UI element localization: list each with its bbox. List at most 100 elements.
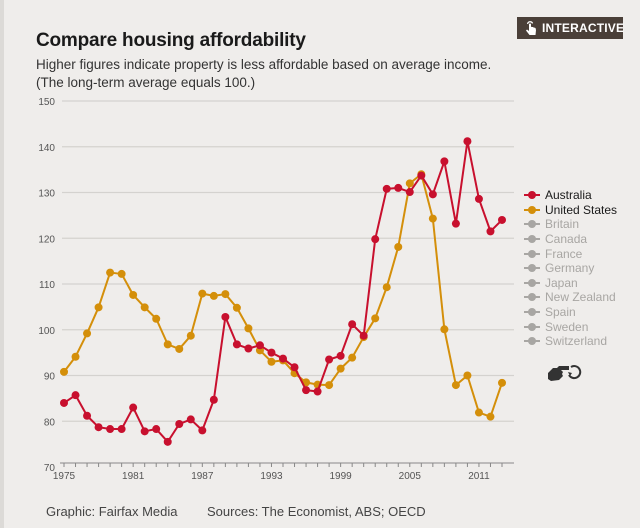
australia-point-1977[interactable]: [83, 411, 92, 420]
australia-point-1996[interactable]: [302, 386, 311, 395]
australia-point-1988[interactable]: [209, 395, 218, 404]
legend-item-united-states[interactable]: United States: [524, 203, 617, 218]
australia-point-1975[interactable]: [60, 398, 68, 407]
legend-item-canada[interactable]: Canada: [524, 232, 617, 247]
y-tick-label: 130: [38, 189, 55, 200]
united-states-point-1976[interactable]: [71, 352, 80, 361]
legend: Australia United States Britain Canada Franc…: [524, 188, 617, 349]
legend-item-britain[interactable]: Britain: [524, 217, 617, 232]
y-tick-label: 120: [38, 234, 55, 245]
legend-label: Canada: [545, 232, 588, 247]
interactive-badge[interactable]: INTERACTIVE: [517, 17, 624, 39]
united-states-point-2003[interactable]: [382, 283, 391, 292]
legend-item-germany[interactable]: Germany: [524, 261, 617, 276]
united-states-point-2010[interactable]: [463, 371, 472, 380]
united-states-point-1999[interactable]: [336, 364, 345, 373]
australia-point-1980[interactable]: [117, 425, 126, 434]
australia-point-1981[interactable]: [129, 403, 138, 412]
australia-point-1983[interactable]: [152, 425, 161, 434]
legend-marker-icon: [524, 278, 540, 287]
pointing-hand-reset-icon[interactable]: [547, 362, 587, 384]
australia-point-1985[interactable]: [175, 419, 184, 428]
united-states-point-1982[interactable]: [140, 303, 149, 312]
united-states-point-1981[interactable]: [129, 290, 138, 299]
united-states-point-1984[interactable]: [163, 340, 172, 349]
united-states-point-1991[interactable]: [244, 324, 253, 333]
x-tick-label: 2011: [468, 471, 490, 482]
australia-point-2005[interactable]: [405, 188, 414, 197]
australia-point-2010[interactable]: [463, 137, 472, 146]
united-states-point-2009[interactable]: [451, 381, 460, 390]
legend-item-australia[interactable]: Australia: [524, 188, 617, 203]
australia-point-1987[interactable]: [198, 426, 207, 435]
united-states-point-1985[interactable]: [175, 344, 184, 353]
legend-item-sweden[interactable]: Sweden: [524, 319, 617, 334]
y-tick-label: 140: [38, 143, 55, 154]
legend-label: Spain: [545, 305, 576, 320]
australia-point-2002[interactable]: [371, 235, 380, 244]
united-states-point-2000[interactable]: [348, 353, 357, 362]
united-states-point-1983[interactable]: [152, 314, 161, 323]
united-states-point-2002[interactable]: [371, 314, 380, 323]
australia-point-1978[interactable]: [94, 423, 103, 432]
legend-marker-icon: [524, 264, 540, 273]
australia-point-1999[interactable]: [336, 351, 345, 360]
australia-point-2007[interactable]: [428, 190, 437, 199]
australia-point-2000[interactable]: [348, 320, 357, 329]
australia-point-1982[interactable]: [140, 427, 149, 436]
australia-point-1989[interactable]: [221, 312, 230, 321]
legend-item-spain[interactable]: Spain: [524, 305, 617, 320]
united-states-point-1990[interactable]: [232, 303, 241, 312]
legend-item-japan[interactable]: Japan: [524, 276, 617, 291]
united-states-point-2013[interactable]: [498, 378, 506, 387]
australia-point-1993[interactable]: [267, 348, 276, 357]
united-states-point-2005[interactable]: [405, 179, 414, 188]
australia-point-2011[interactable]: [474, 194, 483, 203]
united-states-point-1988[interactable]: [209, 291, 218, 300]
united-states-point-1978[interactable]: [94, 303, 103, 312]
australia-point-2006[interactable]: [417, 171, 426, 180]
australia-point-1979[interactable]: [106, 425, 115, 434]
y-tick-label: 150: [38, 97, 55, 108]
legend-item-france[interactable]: France: [524, 246, 617, 261]
australia-point-2004[interactable]: [394, 183, 403, 192]
united-states-point-1979[interactable]: [106, 268, 115, 277]
legend-item-switzerland[interactable]: Switzerland: [524, 334, 617, 349]
united-states-point-2012[interactable]: [486, 412, 495, 421]
united-states-point-1977[interactable]: [83, 329, 92, 338]
united-states-point-1986[interactable]: [186, 331, 195, 340]
australia-point-2009[interactable]: [451, 219, 460, 228]
australia-point-1986[interactable]: [186, 415, 195, 424]
australia-point-1990[interactable]: [232, 340, 241, 349]
x-axis: 1975 1981 1987 1993 1999 2005 2011: [53, 462, 514, 482]
chart-title: Compare housing affordability: [36, 30, 306, 51]
australia-line: [63, 140, 503, 443]
united-states-point-1987[interactable]: [198, 289, 207, 298]
x-tick-label: 1987: [191, 471, 214, 482]
australia-point-1992[interactable]: [255, 341, 264, 350]
australia-point-1984[interactable]: [163, 437, 172, 446]
australia-point-1976[interactable]: [71, 391, 80, 400]
united-states-point-1980[interactable]: [117, 269, 126, 278]
united-states-point-2007[interactable]: [428, 214, 437, 223]
legend-item-new-zealand[interactable]: New Zealand: [524, 290, 617, 305]
united-states-point-2011[interactable]: [474, 408, 483, 417]
united-states-point-2004[interactable]: [394, 242, 403, 251]
united-states-point-2008[interactable]: [440, 325, 449, 334]
united-states-point-1998[interactable]: [325, 381, 334, 390]
legend-label: Germany: [545, 261, 595, 276]
united-states-point-1975[interactable]: [60, 367, 68, 376]
australia-point-2003[interactable]: [382, 184, 391, 193]
australia-point-1991[interactable]: [244, 344, 253, 353]
australia-point-1994[interactable]: [279, 354, 287, 363]
australia-point-2008[interactable]: [440, 157, 449, 166]
australia-point-2001[interactable]: [359, 331, 368, 340]
australia-point-2012[interactable]: [486, 227, 495, 236]
australia-point-1995[interactable]: [290, 363, 299, 372]
united-states-point-1989[interactable]: [221, 290, 230, 299]
x-tick-label: 1993: [260, 471, 283, 482]
australia-point-1997[interactable]: [313, 387, 322, 396]
australia-point-2013[interactable]: [498, 215, 506, 224]
australia-point-1998[interactable]: [325, 355, 334, 364]
united-states-point-1993[interactable]: [267, 357, 276, 366]
